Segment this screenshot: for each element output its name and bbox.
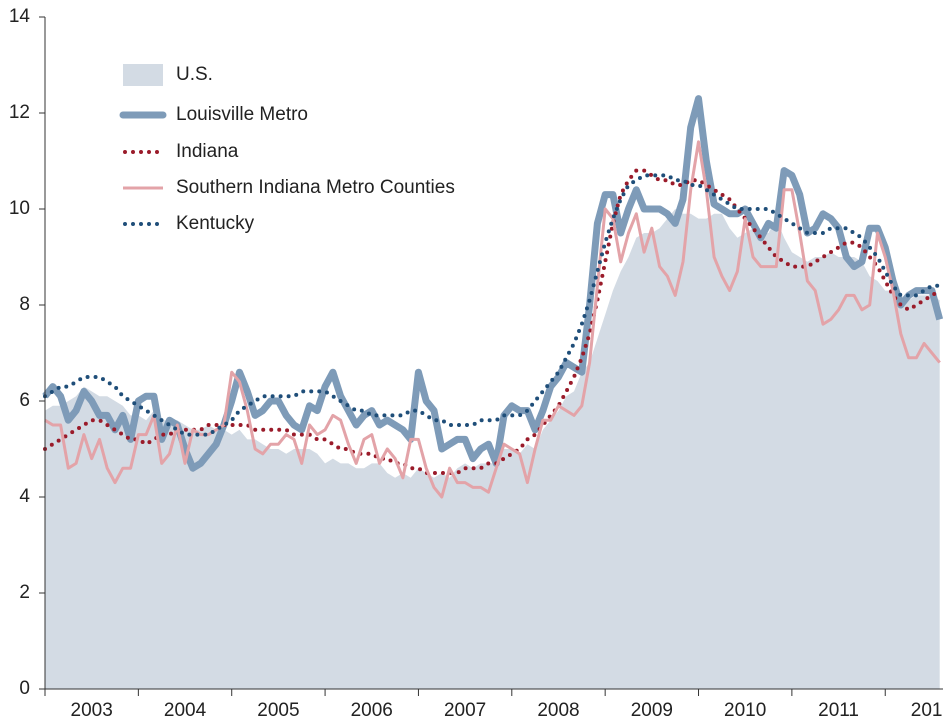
y-tick-label: 8 — [19, 294, 30, 315]
y-tick-label: 6 — [19, 390, 30, 411]
x-tick-label: 2010 — [724, 700, 766, 721]
y-tick-label: 0 — [19, 678, 30, 699]
legend-label: U.S. — [176, 64, 213, 85]
x-tick-label: 2012 — [911, 700, 943, 721]
x-tick-label: 2008 — [537, 700, 579, 721]
x-tick-label: 2009 — [631, 700, 673, 721]
legend-label: Kentucky — [176, 213, 255, 234]
x-tick-label: 2006 — [351, 700, 393, 721]
x-tick-label: 2004 — [164, 700, 207, 721]
y-tick-label: 10 — [9, 198, 30, 219]
legend-label: Southern Indiana Metro Counties — [176, 177, 455, 198]
x-tick-label: 2003 — [71, 700, 113, 721]
legend-label: Indiana — [176, 141, 239, 162]
x-tick-label: 2011 — [818, 700, 859, 721]
line — [42, 95, 943, 472]
y-tick-label: 12 — [9, 102, 30, 123]
area — [45, 209, 940, 689]
y-tick-label: 4 — [19, 486, 30, 507]
legend-swatch — [123, 64, 163, 86]
line — [44, 140, 941, 499]
x-tick-label: 2005 — [257, 700, 299, 721]
y-tick-label: 2 — [19, 582, 30, 603]
x-tick-label: 2007 — [444, 700, 486, 721]
legend-label: Louisville Metro — [176, 104, 308, 125]
y-tick-label: 14 — [9, 6, 31, 27]
